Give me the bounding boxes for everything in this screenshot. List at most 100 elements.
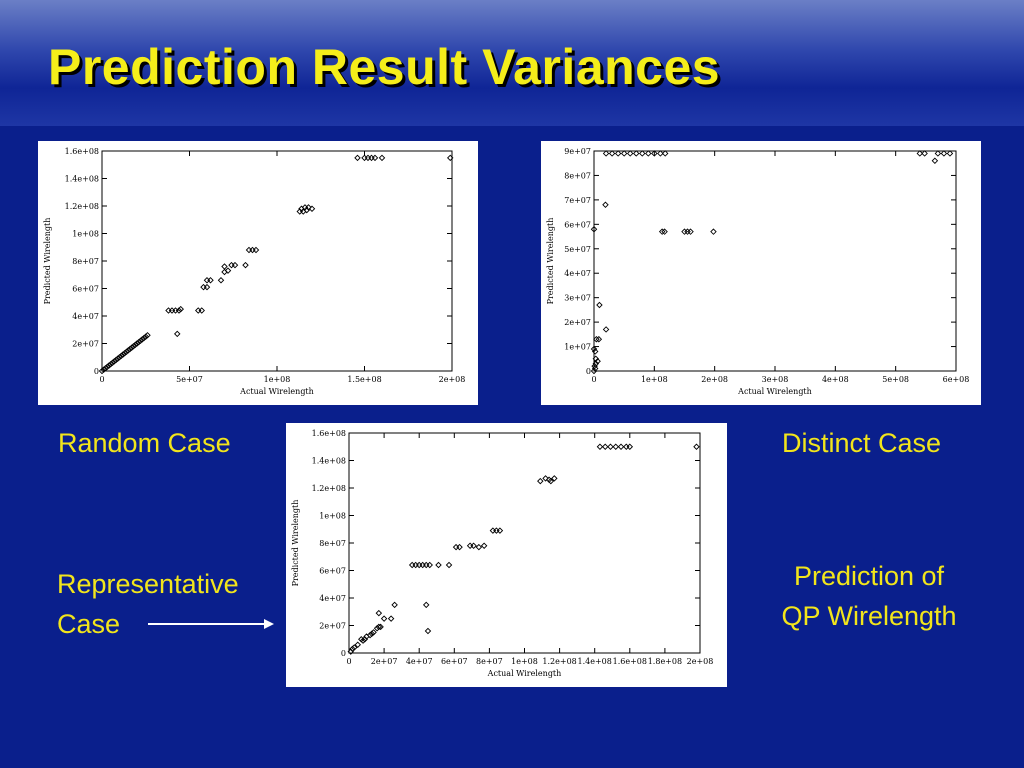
data-point	[542, 475, 549, 482]
x-axis-label: Actual Wirelength	[239, 387, 314, 396]
data-point	[354, 154, 361, 162]
data-point	[137, 337, 144, 344]
data-point	[105, 362, 113, 369]
y-tick-label: 1.4e+08	[65, 175, 99, 184]
x-tick-label: 1.2e+08	[542, 657, 576, 666]
distinct-case-label: Distinct Case	[782, 428, 942, 458]
data-point	[361, 636, 369, 643]
data-point	[590, 345, 598, 353]
data-point	[651, 150, 658, 157]
x-tick-label: 4e+08	[822, 375, 849, 384]
random-case-plot: 0 5e+07 1e+08 1.5e+08 2e+08 0 2e+07 4e+07 6e+07 8…	[38, 141, 478, 405]
data-point	[349, 645, 356, 653]
data-point	[447, 154, 454, 162]
data-point	[639, 150, 646, 157]
data-point	[221, 263, 228, 270]
data-point	[130, 343, 137, 350]
y-tick-label: 8e+07	[72, 257, 99, 266]
y-tick-label: 2e+07	[72, 340, 99, 349]
data-point	[602, 326, 610, 333]
scatter-chart: 0 2e+07 4e+07 6e+07 8e+07 1e+08 1.2e+08 1.4e+08…	[291, 429, 714, 678]
data-point	[693, 443, 700, 450]
x-tick-label: 1.5e+08	[347, 375, 381, 384]
data-point	[347, 648, 354, 655]
x-tick-label: 1e+08	[511, 657, 538, 666]
y-tick-label: 2e+07	[319, 622, 346, 631]
data-point	[391, 601, 398, 609]
data-point	[370, 629, 377, 636]
y-tick-label: 1.4e+08	[312, 457, 346, 466]
x-axis-label: Actual Wirelength	[487, 669, 562, 678]
data-point	[207, 277, 214, 284]
data-point	[475, 543, 483, 551]
data-point	[661, 228, 668, 235]
data-point	[303, 206, 310, 214]
data-point	[175, 307, 183, 314]
data-point	[142, 333, 149, 340]
x-tick-label: 0	[99, 375, 104, 384]
data-point	[224, 267, 232, 274]
x-axis-label: Actual Wirelength	[737, 387, 812, 396]
data-point	[364, 154, 372, 162]
random-case-label: Random Case	[58, 428, 231, 458]
data-point	[591, 365, 599, 372]
x-tick-label: 0	[346, 657, 351, 666]
prediction-label: Prediction of QP Wirelength	[760, 556, 978, 636]
data-point	[620, 150, 628, 157]
x-tick-label: 2e+08	[439, 375, 466, 384]
data-point	[371, 154, 379, 162]
data-point	[593, 335, 600, 343]
data-point	[551, 475, 558, 482]
data-point	[496, 527, 504, 534]
data-point	[123, 348, 130, 355]
data-point	[424, 627, 432, 635]
y-axis-label: Predicted Wirelength	[43, 218, 52, 305]
data-point	[109, 359, 116, 366]
plot-frame	[593, 150, 957, 372]
data-point	[934, 150, 942, 157]
data-point	[595, 335, 603, 343]
y-tick-label: 7e+07	[564, 196, 591, 205]
y-tick-label: 6e+07	[72, 285, 99, 294]
y-tick-label: 4e+07	[72, 312, 99, 321]
data-point	[174, 330, 181, 338]
data-point	[165, 307, 172, 314]
data-point	[931, 157, 939, 165]
pointer-arrow-icon	[148, 619, 274, 629]
data-point	[592, 360, 600, 367]
data-point	[98, 367, 106, 375]
data-point	[249, 246, 256, 254]
data-point	[116, 354, 123, 361]
y-tick-label: 0	[586, 367, 591, 376]
data-point	[596, 301, 603, 309]
x-tick-label: 2e+08	[687, 657, 714, 666]
data-point	[140, 334, 148, 342]
representative-label-line2: Case	[57, 609, 121, 639]
data-point	[375, 609, 383, 617]
data-point	[228, 261, 235, 269]
data-point	[435, 561, 442, 569]
y-tick-label: 4e+07	[319, 594, 346, 603]
data-point	[114, 355, 121, 362]
data-point	[422, 561, 430, 569]
prediction-label-line1: Prediction of	[793, 561, 945, 591]
data-point	[612, 443, 619, 450]
x-tick-label: 2e+08	[701, 375, 728, 384]
data-point	[217, 277, 225, 284]
data-point	[687, 228, 694, 235]
data-point	[119, 351, 127, 358]
data-point	[422, 601, 430, 609]
y-tick-label: 1.2e+08	[65, 202, 99, 211]
data-point	[470, 542, 477, 549]
data-point	[408, 561, 416, 569]
data-point	[608, 150, 616, 157]
data-point	[946, 150, 954, 157]
data-point	[661, 150, 669, 157]
data-point	[377, 623, 384, 631]
data-point	[537, 477, 544, 485]
data-point	[125, 347, 132, 354]
data-point	[104, 363, 111, 371]
x-tick-label: 1.6e+08	[613, 657, 647, 666]
data-point	[139, 336, 146, 343]
data-point	[547, 477, 555, 485]
